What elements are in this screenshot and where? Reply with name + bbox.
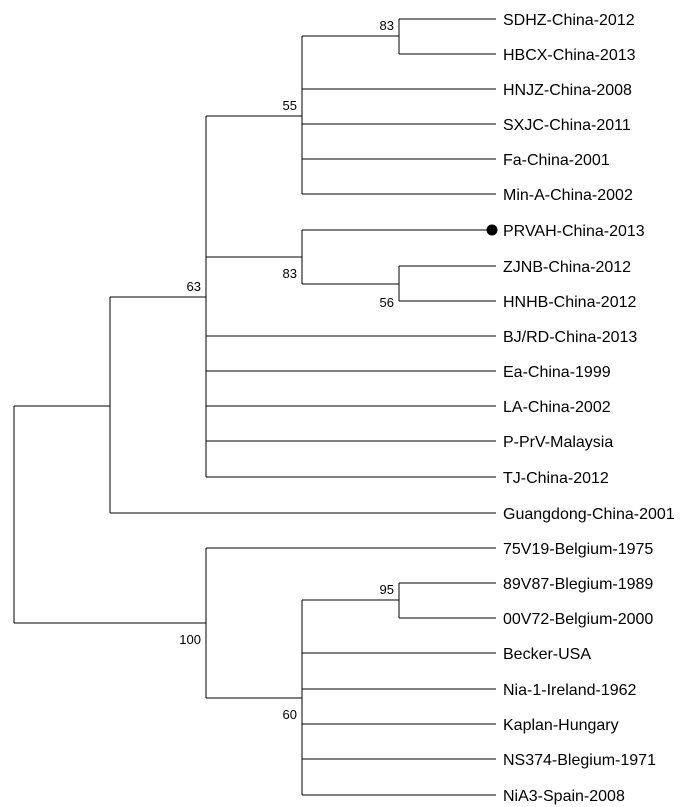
leaf-label-89v87: 89V87-Blegium-1989 <box>503 576 653 593</box>
bootstrap-values: 83 55 83 56 63 100 95 60 <box>179 18 394 722</box>
leaf-labels: SDHZ-China-2012 HBCX-China-2013 HNJZ-Chi… <box>503 12 675 805</box>
bootstrap-prvah-clade: 83 <box>283 266 297 281</box>
leaf-label-becker: Becker-USA <box>503 646 591 663</box>
bootstrap-zjnb-hnhb: 56 <box>380 295 394 310</box>
bootstrap-euro-group: 100 <box>179 632 201 647</box>
leaf-label-sxjc: SXJC-China-2011 <box>503 117 631 134</box>
leaf-label-hnhb: HNHB-China-2012 <box>503 294 636 311</box>
leaf-label-tj: TJ-China-2012 <box>503 470 609 487</box>
leaf-label-hbcx: HBCX-China-2013 <box>503 47 636 64</box>
leaf-label-mina: Min-A-China-2002 <box>503 187 633 204</box>
leaf-label-la: LA-China-2002 <box>503 399 611 416</box>
leaf-label-nia1: Nia-1-Ireland-1962 <box>503 682 637 699</box>
leaf-label-hnjz: HNJZ-China-2008 <box>503 82 632 99</box>
leaf-label-nia3: NiA3-Spain-2008 <box>503 788 625 805</box>
leaf-label-pprv: P-PrV-Malaysia <box>503 434 613 451</box>
leaf-label-ns374: NS374-Blegium-1971 <box>503 752 656 769</box>
leaf-label-75v19: 75V19-Belgium-1975 <box>503 541 653 558</box>
leaf-label-guangdong: Guangdong-China-2001 <box>503 506 675 523</box>
leaf-label-00v72: 00V72-Belgium-2000 <box>503 611 653 628</box>
bootstrap-sdhz-hbcx: 83 <box>380 18 394 33</box>
leaf-label-bjrd: BJ/RD-China-2013 <box>503 329 637 346</box>
leaf-label-ea: Ea-China-1999 <box>503 364 611 381</box>
leaf-label-zjnb: ZJNB-China-2012 <box>503 259 631 276</box>
leaf-label-fa: Fa-China-2001 <box>503 152 610 169</box>
highlight-marker-dot <box>486 224 498 236</box>
leaf-label-prvah: PRVAH-China-2013 <box>503 223 645 240</box>
leaf-label-sdhz: SDHZ-China-2012 <box>503 12 635 29</box>
bootstrap-v89-v00: 95 <box>380 582 394 597</box>
leaf-label-kaplan: Kaplan-Hungary <box>503 717 619 734</box>
tree-branches <box>13 18 496 796</box>
bootstrap-chinese-group: 63 <box>187 279 201 294</box>
bootstrap-china-clade-a: 55 <box>283 98 297 113</box>
bootstrap-euro-subclade: 60 <box>283 707 297 722</box>
